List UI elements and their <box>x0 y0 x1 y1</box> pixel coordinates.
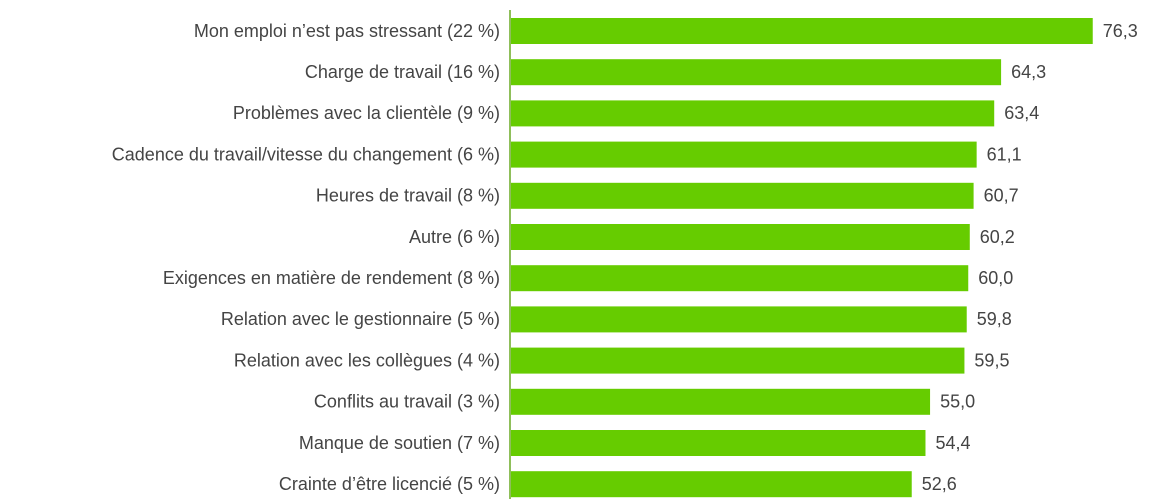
bar <box>510 430 926 456</box>
y-tick-label: Problèmes avec la clientèle (9 %) <box>233 103 500 123</box>
value-label: 60,2 <box>980 227 1015 247</box>
value-label: 60,0 <box>978 268 1013 288</box>
y-tick-label: Charge de travail (16 %) <box>305 62 500 82</box>
bar <box>510 182 974 209</box>
bar <box>510 59 1002 86</box>
bar <box>510 388 931 415</box>
y-tick-label: Cadence du travail/vitesse du changement… <box>112 144 500 164</box>
value-label: 61,1 <box>987 144 1022 164</box>
y-tick-label: Crainte d’être licencié (5 %) <box>279 474 500 494</box>
y-tick-label: Exigences en matière de rendement (8 %) <box>163 268 500 288</box>
bar <box>510 347 965 374</box>
bar <box>510 141 977 168</box>
y-tick-label: Conflits au travail (3 %) <box>314 392 500 412</box>
y-tick-label: Heures de travail (8 %) <box>316 186 500 206</box>
bar <box>510 265 969 292</box>
y-tick-label: Relation avec le gestionnaire (5 %) <box>221 309 500 329</box>
value-label: 55,0 <box>940 392 975 412</box>
y-tick-label: Mon emploi n’est pas stressant (22 %) <box>194 21 500 41</box>
value-label: 76,3 <box>1103 21 1138 41</box>
bar <box>510 471 912 498</box>
y-tick-label: Relation avec les collègues (4 %) <box>234 350 500 370</box>
value-label: 60,7 <box>984 186 1019 206</box>
value-label: 64,3 <box>1011 62 1046 82</box>
bar <box>510 18 1093 44</box>
value-label: 63,4 <box>1004 103 1039 123</box>
value-label: 59,8 <box>977 309 1012 329</box>
bar <box>510 306 967 333</box>
bar <box>510 224 970 250</box>
value-label: 59,5 <box>974 350 1009 370</box>
y-tick-label: Manque de soutien (7 %) <box>299 433 500 453</box>
value-label: 54,4 <box>935 433 970 453</box>
value-label: 52,6 <box>922 474 957 494</box>
bar <box>510 100 995 127</box>
y-tick-label: Autre (6 %) <box>409 227 500 247</box>
